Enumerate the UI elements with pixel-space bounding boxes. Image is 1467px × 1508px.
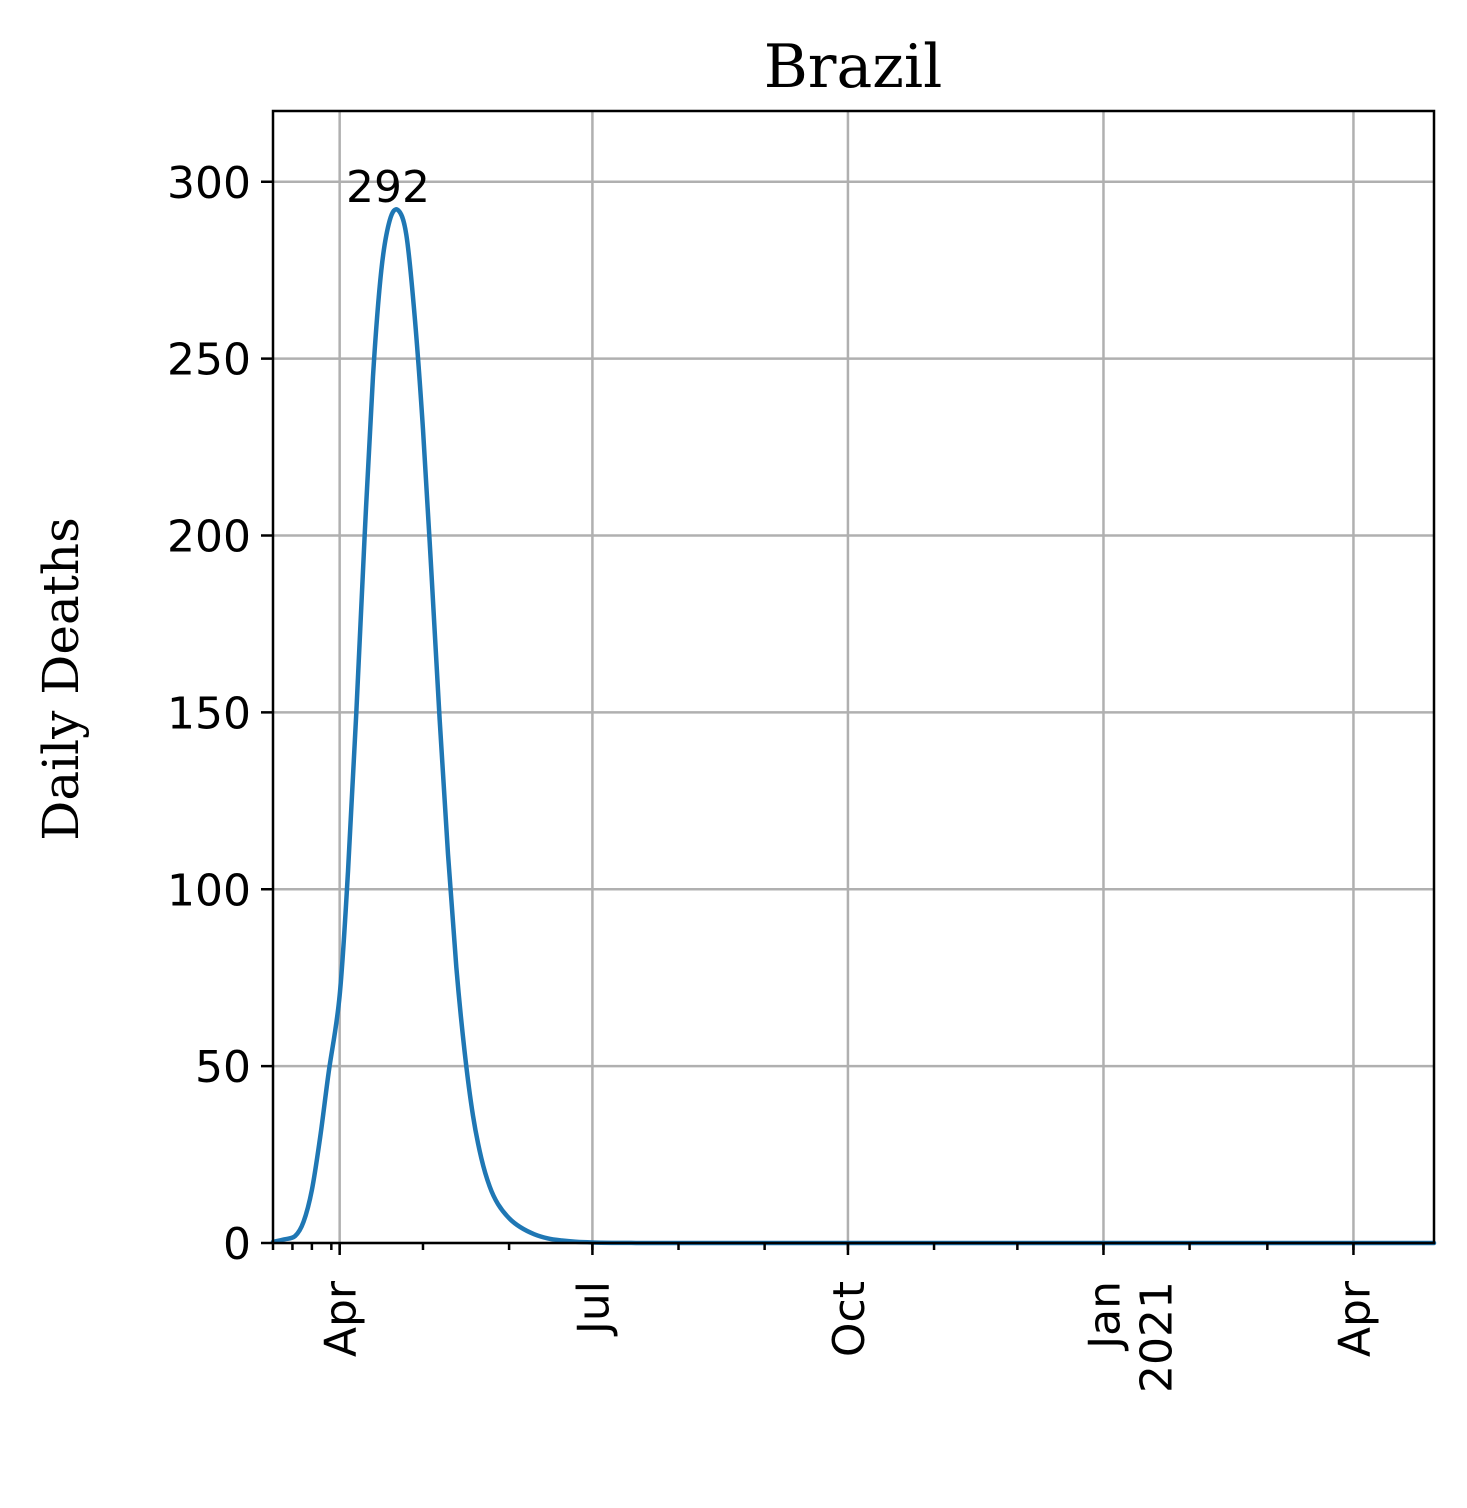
annotations: 292 <box>346 162 430 213</box>
y-tick-label: 150 <box>167 688 251 739</box>
y-axis-label: Daily Deaths <box>32 517 90 840</box>
x-tick-label: Jul <box>568 1281 619 1337</box>
series-layer <box>270 207 1437 1246</box>
y-tick-label: 300 <box>167 158 251 209</box>
y-tick-label: 50 <box>195 1042 251 1093</box>
y-tick-label: 250 <box>167 335 251 386</box>
y-tick-label: 200 <box>167 512 251 563</box>
x-tick-label: Apr <box>316 1280 367 1357</box>
series-line <box>270 207 1437 1246</box>
x-tick-label: Jan <box>1079 1281 1130 1352</box>
chart-title: Brazil <box>764 32 943 102</box>
peak-label: 292 <box>346 162 430 213</box>
y-tick-label: 0 <box>223 1219 251 1270</box>
ticks: 0 50 100 150 200 250 300 Apr Jul Oct Jan 2021 Apr <box>167 158 1380 1393</box>
plot-frame <box>271 109 1436 1245</box>
x-tick-label: Oct <box>824 1281 875 1357</box>
x-tick-label-year: 2021 <box>1131 1281 1182 1393</box>
y-tick-label: 100 <box>167 865 251 916</box>
x-tick-label: Apr <box>1329 1280 1380 1357</box>
grid <box>273 111 1434 1245</box>
